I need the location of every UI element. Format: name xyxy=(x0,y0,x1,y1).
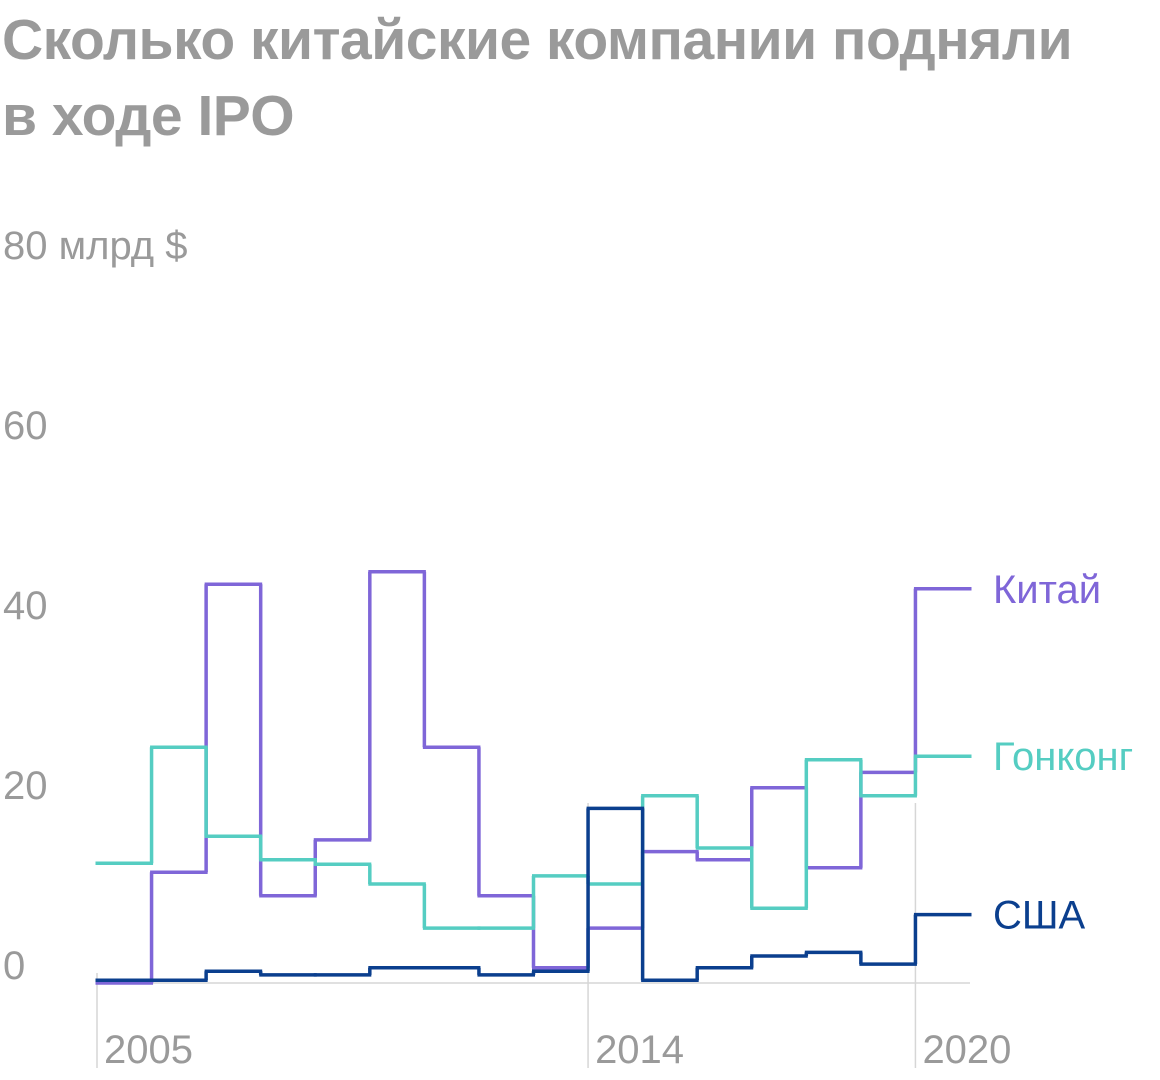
legend-label: Китай xyxy=(993,568,1101,612)
x-tick-label: 2020 xyxy=(922,1028,1011,1072)
legend-label: США xyxy=(993,894,1086,938)
y-tick-label: 20 xyxy=(3,764,48,808)
y-tick-label: 0 xyxy=(3,944,25,988)
step-riser xyxy=(149,747,918,929)
chart-title: Сколько китайские компании подняли в ход… xyxy=(2,8,1073,148)
y-tick-label: 60 xyxy=(3,404,48,448)
y-tick-label: 80 млрд $ xyxy=(3,224,187,268)
y-tick-label: 40 xyxy=(3,584,48,628)
x-tick-label: 2014 xyxy=(595,1028,684,1072)
x-tick-label: 2005 xyxy=(104,1028,193,1072)
legend-label: Гонконг xyxy=(993,735,1133,779)
